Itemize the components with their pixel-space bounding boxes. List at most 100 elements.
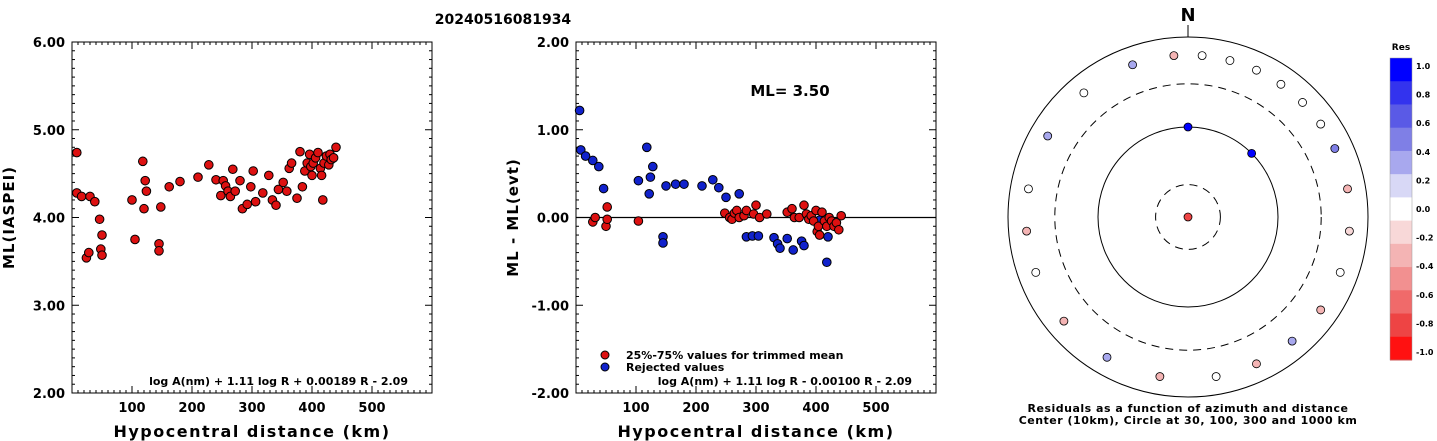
trimmed-point — [817, 207, 827, 218]
rejected-point — [648, 161, 658, 172]
x-axis-label: Hypocentral distance (km) — [617, 422, 894, 441]
data-point — [90, 196, 100, 207]
legend-marker-rejected — [600, 362, 610, 372]
data-point — [318, 195, 328, 205]
trimmed-point — [633, 216, 644, 226]
rejected-point — [782, 233, 793, 244]
data-point — [193, 172, 203, 182]
caption-line-2: Center (10km), Circle at 30, 100, 300 an… — [1019, 414, 1358, 427]
north-label: N — [1180, 5, 1195, 26]
data-point — [250, 196, 261, 207]
data-point — [138, 156, 148, 167]
data-point — [230, 186, 240, 196]
colorbar-cell — [1390, 81, 1412, 105]
legend-label-trimmed: 25%-75% values for trimmed mean — [626, 349, 843, 362]
colorbar-cell — [1390, 197, 1412, 222]
colorbar-cell — [1390, 290, 1412, 315]
caption-line-1: Residuals as a function of azimuth and d… — [1028, 402, 1349, 415]
trimmed-point — [602, 214, 613, 225]
data-point — [246, 181, 256, 192]
colorbar-tick-label: 0.0 — [1416, 205, 1431, 214]
data-point — [76, 191, 87, 202]
data-point — [84, 247, 94, 258]
rejected-point — [697, 181, 707, 191]
y-tick-label: 5.00 — [33, 124, 65, 139]
data-point — [164, 181, 174, 192]
data-point — [242, 199, 252, 210]
colorbar-tick-label: 0.4 — [1416, 148, 1431, 157]
data-point — [216, 190, 226, 201]
data-point — [94, 214, 105, 225]
y-tick-label: 4.00 — [33, 212, 65, 227]
colorbar-cell — [1390, 127, 1412, 152]
data-point — [72, 147, 82, 158]
distance-ring — [1054, 83, 1322, 351]
rejected-point — [644, 189, 655, 199]
data-point — [235, 175, 245, 186]
colorbar-cell — [1390, 104, 1412, 129]
station-marker — [1183, 122, 1193, 132]
station-marker — [1169, 51, 1179, 61]
panel-ml-iaspei: 100 200 300 400 500 2.00 3.00 4.00 5.00 6.00 Hypoc… — [0, 36, 433, 441]
data-point — [156, 202, 166, 212]
trimmed-point — [799, 200, 809, 211]
data-point — [130, 234, 140, 245]
y-tick-label: 1.00 — [537, 124, 569, 139]
station-marker — [1043, 131, 1053, 141]
x-axis-label: Hypocentral distance (km) — [113, 422, 390, 441]
x-tick-label: 500 — [862, 401, 889, 416]
data-point — [292, 193, 302, 203]
rejected-point — [633, 175, 644, 186]
rejected-point — [679, 179, 689, 189]
trimmed-point — [834, 224, 844, 235]
colorbar-cell — [1390, 336, 1412, 361]
station-marker — [1287, 336, 1297, 346]
colorbar-tick-label: 0.6 — [1416, 119, 1431, 128]
y-tick-label: 2.00 — [33, 387, 65, 402]
event-marker — [1183, 212, 1193, 222]
station-marker — [1344, 226, 1354, 236]
colorbar-cell — [1390, 267, 1412, 291]
panel-ml-residual: 100 200 300 400 500 -2.00 -1.00 0.00 1.00 2.00 Hyp… — [504, 36, 937, 441]
colorbar-cell — [1390, 174, 1412, 198]
station-marker — [1276, 79, 1286, 89]
rejected-point — [642, 142, 652, 153]
figure-title: 20240516081934 — [435, 12, 572, 28]
colorbar-tick-label: -0.8 — [1416, 319, 1434, 328]
station-marker — [1155, 372, 1165, 381]
data-point — [328, 153, 339, 163]
colorbar-tick-label: 1.0 — [1416, 62, 1431, 71]
trimmed-point — [602, 202, 613, 212]
station-marker — [1102, 352, 1112, 362]
rejected-point — [580, 151, 591, 161]
trimmed-point — [590, 212, 601, 223]
y-tick-label: 0.00 — [537, 212, 569, 227]
station-marker — [1316, 305, 1326, 315]
trimmed-point — [814, 230, 825, 240]
rejected-point — [588, 155, 598, 166]
formula-label: log A(nm) + 1.11 log R - 0.00100 R - 2.0… — [658, 375, 912, 388]
data-point — [282, 186, 292, 196]
data-point — [248, 166, 258, 176]
rejected-point — [714, 182, 724, 193]
y-tick-label: 6.00 — [33, 36, 65, 51]
station-marker — [1247, 148, 1257, 158]
data-point — [258, 188, 268, 198]
data-point — [278, 177, 289, 188]
plot-frame — [71, 41, 433, 394]
rejected-point — [708, 174, 718, 185]
data-point — [97, 230, 107, 240]
station-marker — [1211, 372, 1221, 381]
colorbar-tick-label: -0.2 — [1416, 234, 1434, 243]
station-marker — [1252, 65, 1261, 75]
data-point — [139, 203, 149, 214]
station-marker — [1316, 119, 1326, 129]
y-tick-label: -2.00 — [532, 387, 569, 402]
y-axis-label: ML(IASPEI) — [0, 166, 18, 269]
x-tick-label: 100 — [118, 401, 145, 416]
legend-marker-trimmed — [600, 350, 610, 360]
rejected-point — [775, 243, 785, 254]
colorbar-tick-label: 0.2 — [1416, 176, 1430, 185]
station-marker — [1298, 98, 1307, 107]
